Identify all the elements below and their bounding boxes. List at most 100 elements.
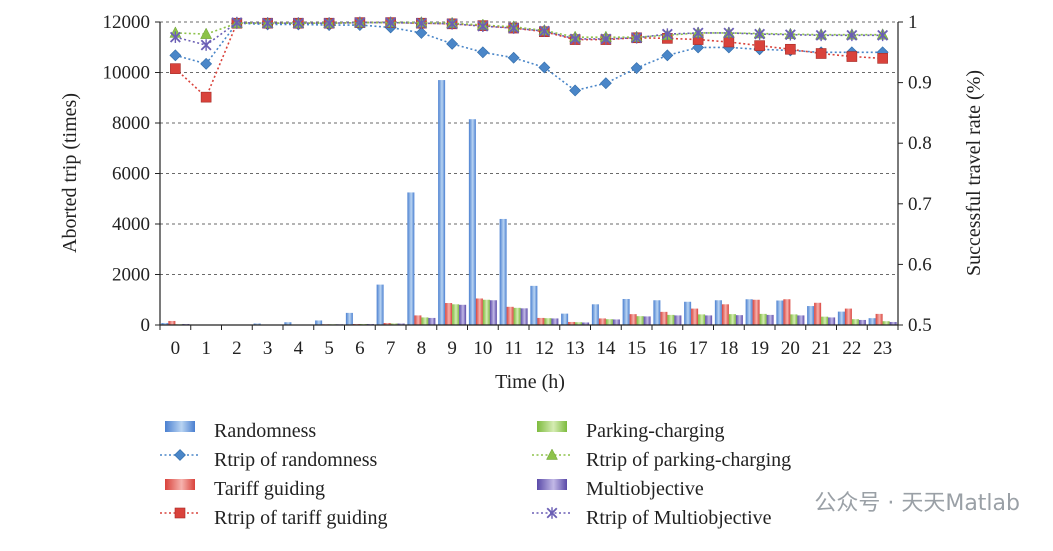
legend-swatch-bar xyxy=(537,479,567,490)
point-rtrip-of-multiobjective xyxy=(723,27,735,39)
point-rtrip-of-multiobjective xyxy=(292,17,304,30)
bars xyxy=(161,80,897,326)
point-rtrip-of-tariff-guiding xyxy=(785,43,796,55)
bar-parking-charging xyxy=(821,316,829,325)
bar-randomness xyxy=(161,322,169,325)
point-rtrip-of-tariff-guiding xyxy=(754,40,765,51)
x-tick-label: 13 xyxy=(566,338,585,359)
bar-randomness xyxy=(807,306,815,325)
bar-tariff-guiding xyxy=(875,313,883,325)
point-rtrip-of-multiobjective xyxy=(385,16,397,29)
bar-multiobjective xyxy=(612,319,620,325)
x-tick-label: 20 xyxy=(781,338,800,359)
x-tick-label: 6 xyxy=(355,338,365,359)
y-axis-title: Aborted trip (times) xyxy=(59,93,81,253)
y-tick-label: 2000 xyxy=(112,265,150,286)
bar-multiobjective xyxy=(766,314,774,325)
tick-labels: 0 2000 4000 6000 8000 10000 12000 0.5 0.6 0.7 0.8 0… xyxy=(103,12,932,359)
bar-parking-charging xyxy=(636,316,644,325)
legend-swatch-marker xyxy=(174,507,186,519)
x-tick-label: 17 xyxy=(689,338,708,359)
point-rtrip-of-randomness xyxy=(200,57,213,70)
legend: Randomness Rtrip of randomness Tariff guid… xyxy=(160,420,791,529)
bar-multiobjective xyxy=(489,300,497,325)
bar-tariff-guiding xyxy=(168,320,176,325)
point-rtrip-of-multiobjective xyxy=(877,29,889,42)
bar-multiobjective xyxy=(889,321,897,325)
point-rtrip-of-multiobjective xyxy=(600,33,612,45)
y2-axis-title: Successful travel rate (%) xyxy=(963,70,985,276)
x-tick-label: 19 xyxy=(750,338,769,359)
legend-label: Rtrip of randomness xyxy=(214,449,378,471)
legend-swatch-marker xyxy=(546,448,558,460)
point-rtrip-of-multiobjective xyxy=(446,18,458,30)
point-rtrip-of-multiobjective xyxy=(692,27,704,39)
bar-randomness xyxy=(530,285,538,325)
bar-multiobjective xyxy=(705,315,713,325)
legend-swatch-marker xyxy=(174,449,186,461)
bar-tariff-guiding xyxy=(414,315,422,325)
bar-randomness xyxy=(438,80,446,325)
bar-randomness xyxy=(315,320,323,325)
bar-randomness xyxy=(868,318,876,325)
bar-parking-charging xyxy=(513,307,521,325)
point-rtrip-of-tariff-guiding xyxy=(877,53,888,64)
axes xyxy=(155,21,903,330)
x-tick-label: 5 xyxy=(324,338,334,359)
point-rtrip-of-tariff-guiding xyxy=(815,48,827,59)
bar-multiobjective xyxy=(551,318,559,325)
x-tick-label: 15 xyxy=(627,338,646,359)
point-rtrip-of-randomness xyxy=(507,51,520,64)
point-rtrip-of-multiobjective xyxy=(354,16,366,29)
point-rtrip-of-randomness xyxy=(569,84,582,97)
point-rtrip-of-multiobjective xyxy=(477,20,489,33)
bar-parking-charging xyxy=(698,314,706,325)
point-rtrip-of-multiobjective xyxy=(815,29,827,42)
legend-label: Randomness xyxy=(214,420,316,442)
y2-tick-label: 1 xyxy=(908,12,918,33)
bar-randomness xyxy=(622,298,630,325)
bar-tariff-guiding xyxy=(629,314,637,325)
legend-label: Tariff guiding xyxy=(214,478,325,500)
legend-label: Multiobjective xyxy=(586,478,704,500)
bar-tariff-guiding xyxy=(691,308,699,325)
legend-swatch-bar xyxy=(537,421,567,432)
y-tick-label: 0 xyxy=(141,315,151,336)
bar-randomness xyxy=(376,284,384,325)
bar-randomness xyxy=(499,218,507,325)
legend-swatch-bar xyxy=(165,479,195,490)
x-tick-label: 12 xyxy=(535,338,554,359)
bar-tariff-guiding xyxy=(752,299,760,325)
point-rtrip-of-parking-charging xyxy=(200,27,213,39)
bar-randomness xyxy=(653,300,661,325)
y2-tick-label: 0.5 xyxy=(908,315,932,336)
x-tick-label: 9 xyxy=(447,338,457,359)
bar-parking-charging xyxy=(452,304,460,325)
point-rtrip-of-multiobjective xyxy=(415,17,427,30)
bar-tariff-guiding xyxy=(445,303,453,325)
bar-randomness xyxy=(345,312,353,325)
legend-label: Rtrip of Multiobjective xyxy=(586,507,772,529)
bar-parking-charging xyxy=(882,321,890,325)
y-tick-label: 6000 xyxy=(112,164,150,185)
line-rtrip-of-multiobjective xyxy=(175,21,883,46)
point-rtrip-of-randomness xyxy=(599,77,612,90)
point-rtrip-of-multiobjective xyxy=(323,17,335,30)
legend-label: Rtrip of tariff guiding xyxy=(214,507,388,529)
y2-tick-label: 0.8 xyxy=(908,133,932,154)
bar-multiobjective xyxy=(459,304,467,325)
point-rtrip-of-randomness xyxy=(476,46,489,59)
bar-parking-charging xyxy=(544,318,552,325)
y-tick-label: 12000 xyxy=(103,12,151,33)
x-tick-label: 1 xyxy=(201,338,211,359)
bar-randomness xyxy=(684,301,692,325)
point-rtrip-of-multiobjective xyxy=(661,28,673,40)
bar-multiobjective xyxy=(735,315,743,325)
point-rtrip-of-multiobjective xyxy=(200,39,212,51)
point-rtrip-of-multiobjective xyxy=(538,25,550,37)
point-rtrip-of-multiobjective xyxy=(262,17,274,30)
y2-tick-label: 0.6 xyxy=(908,254,932,275)
point-rtrip-of-multiobjective xyxy=(754,28,766,40)
x-axis-title: Time (h) xyxy=(495,371,565,393)
